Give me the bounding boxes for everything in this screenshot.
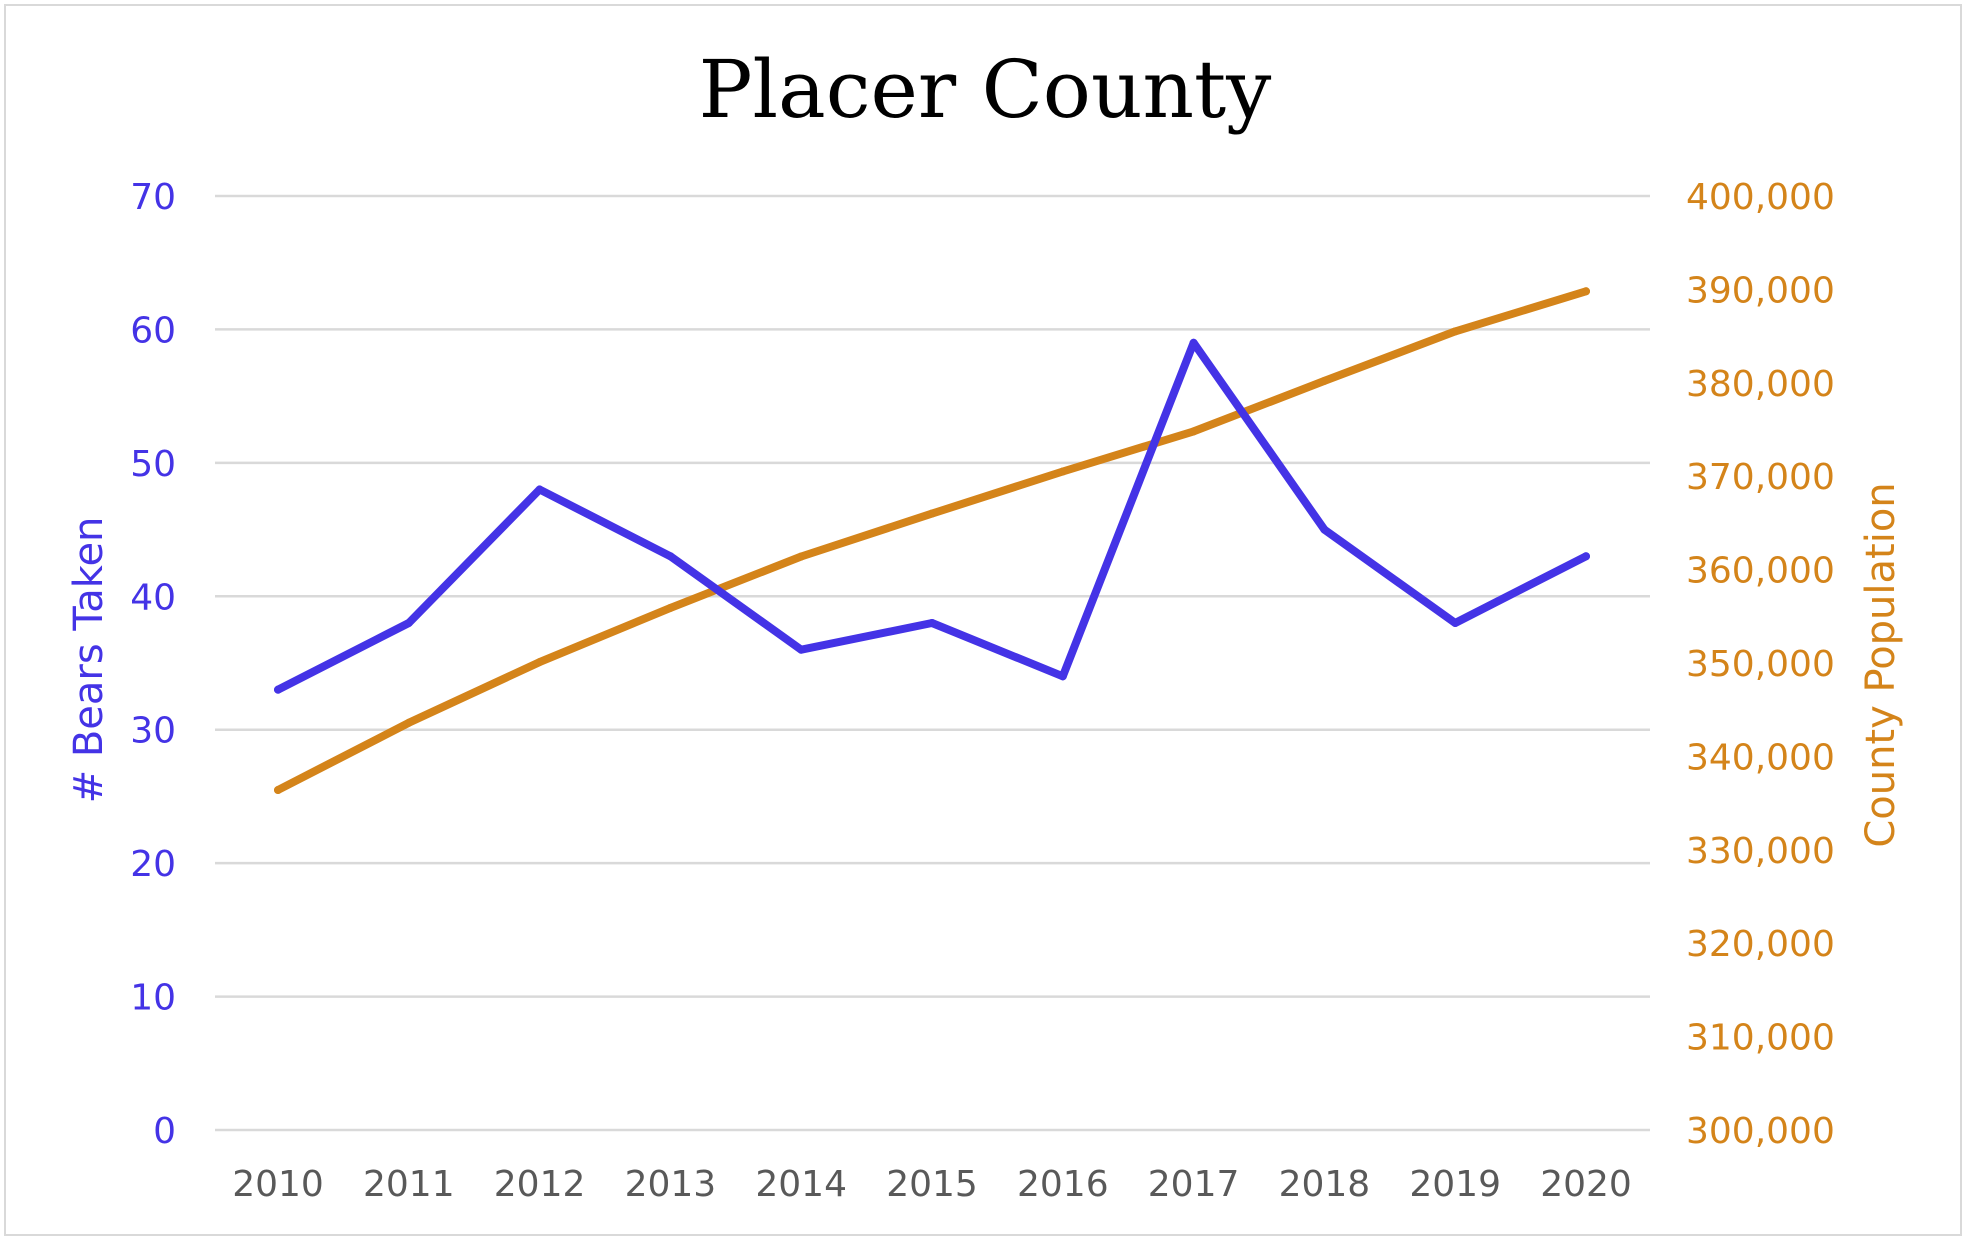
gridlines	[215, 194, 1650, 1132]
right-tick-label: 370,000	[1686, 457, 1835, 498]
left-tick-label: 0	[153, 1111, 176, 1152]
right-axis-ticks: 300,000 310,000 320,000 330,000 340,000 350,0…	[1686, 177, 1835, 1152]
x-tick-label: 2018	[1279, 1164, 1371, 1205]
county-population-point	[1582, 287, 1590, 296]
left-tick-label: 20	[130, 844, 176, 885]
x-tick-label: 2020	[1540, 1164, 1632, 1205]
x-tick-label: 2012	[494, 1164, 586, 1205]
bears-taken-point	[1189, 338, 1198, 347]
right-tick-label: 400,000	[1686, 177, 1835, 218]
left-tick-label: 30	[130, 711, 176, 752]
left-tick-label: 10	[130, 978, 176, 1019]
series-layer	[274, 287, 1590, 795]
county-population-point	[928, 509, 936, 518]
x-axis-ticks: 2010 2011 2012 2013 2014 2015 2016 2017 2018 2019…	[232, 1164, 1632, 1205]
x-tick-label: 2015	[886, 1164, 978, 1205]
left-axis-title: # Bears Taken	[66, 517, 112, 804]
x-tick-label: 2019	[1409, 1164, 1501, 1205]
bears-taken-point	[404, 618, 413, 627]
county-population-line	[274, 287, 1590, 794]
county-population-point	[535, 658, 544, 667]
right-tick-label: 360,000	[1686, 551, 1835, 592]
right-axis-title: County Population	[1858, 482, 1904, 847]
right-tick-label: 350,000	[1686, 644, 1835, 685]
x-tick-label: 2017	[1148, 1164, 1240, 1205]
bears-taken-point	[1451, 618, 1460, 627]
chart-frame	[4, 4, 1962, 1236]
x-tick-label: 2013	[625, 1164, 717, 1205]
x-tick-label: 2014	[755, 1164, 847, 1205]
chart-title: Placer County	[699, 43, 1272, 136]
right-tick-label: 380,000	[1686, 364, 1835, 405]
bears-taken-point	[1058, 672, 1067, 681]
right-tick-label: 310,000	[1686, 1018, 1835, 1059]
x-tick-label: 2011	[363, 1164, 455, 1205]
county-population-point	[404, 718, 413, 727]
county-population-point	[797, 552, 806, 561]
county-population-point	[1451, 327, 1460, 336]
county-population-point	[1320, 376, 1329, 385]
bears-taken-point	[1320, 525, 1329, 534]
left-tick-label: 70	[130, 177, 176, 218]
x-tick-label: 2016	[1017, 1164, 1109, 1205]
bears-taken-point	[274, 685, 282, 694]
county-population-point	[274, 786, 282, 795]
right-tick-label: 340,000	[1686, 737, 1835, 778]
left-tick-label: 60	[130, 310, 176, 351]
county-population-point	[1058, 467, 1067, 476]
right-tick-label: 300,000	[1686, 1111, 1835, 1152]
bears-taken-point	[666, 552, 675, 561]
right-tick-label: 330,000	[1686, 831, 1835, 872]
left-axis-ticks: 0 10 20 30 40 50 60 70	[130, 177, 176, 1152]
right-tick-label: 390,000	[1686, 270, 1835, 311]
right-tick-label: 320,000	[1686, 924, 1835, 965]
county-population-point	[1189, 427, 1198, 436]
county-population-point	[666, 603, 675, 612]
bears-taken-point	[1582, 552, 1590, 561]
left-tick-label: 50	[130, 444, 176, 485]
x-tick-label: 2010	[232, 1164, 324, 1205]
bears-taken-point	[797, 645, 806, 654]
left-tick-label: 40	[130, 577, 176, 618]
bears-taken-point	[928, 618, 936, 627]
bears-taken-point	[535, 485, 544, 494]
